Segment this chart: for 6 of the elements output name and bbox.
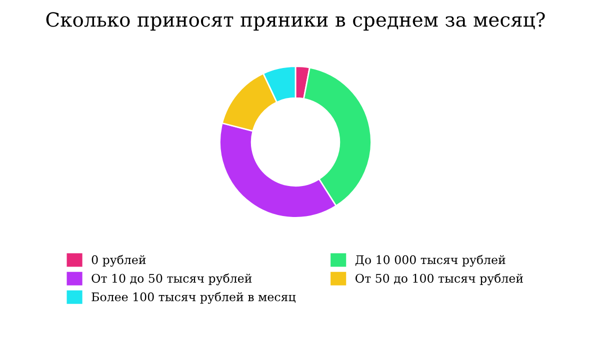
legend-label: 0 рублей [92, 254, 146, 267]
chart-title: Сколько приносят пряники в среднем за месяц? [46, 12, 545, 31]
legend-label: До 10 000 тысяч рублей [355, 254, 506, 267]
legend-label: От 50 до 100 тысяч рублей [356, 273, 523, 286]
legend-label: От 10 до 50 тысяч рублей [92, 273, 252, 286]
legend-label: Более 100 тысяч рублей в месяц [92, 292, 296, 304]
